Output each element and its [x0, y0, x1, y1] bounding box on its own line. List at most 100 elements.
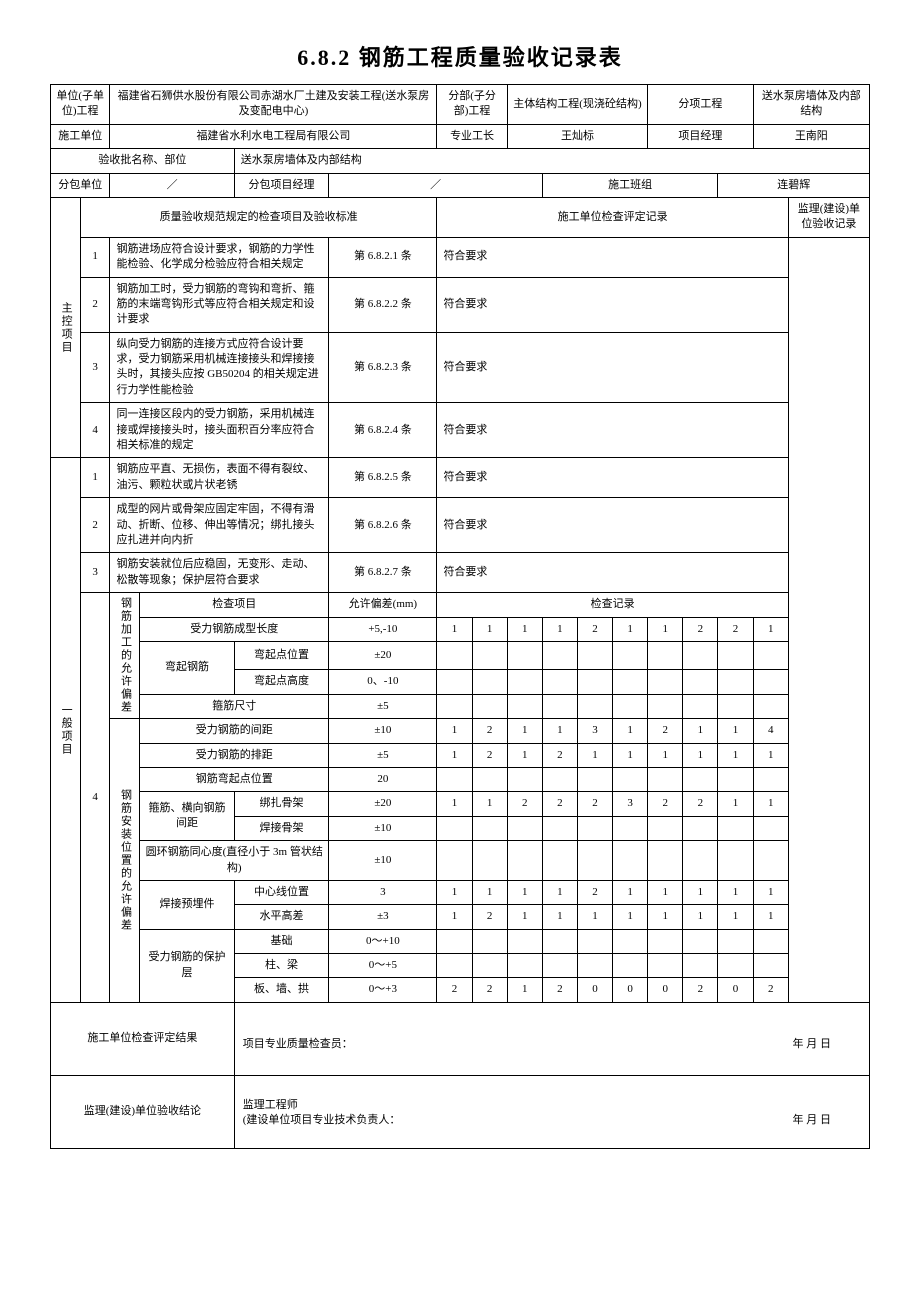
v: 1 — [542, 905, 577, 929]
tol: ±10 — [329, 816, 437, 840]
pm-value: 王南阳 — [753, 124, 869, 148]
name: 受力钢筋的间距 — [140, 719, 329, 743]
v: 1 — [648, 617, 683, 641]
subdiv-label: 分部(子分部)工程 — [437, 85, 507, 125]
name: 柱、梁 — [234, 954, 329, 978]
v: 2 — [472, 978, 507, 1002]
subcontractor-value: ／ — [110, 173, 234, 197]
sub: 箍筋、横向钢筋间距 — [140, 792, 235, 841]
desc: 纵向受力钢筋的连接方式应符合设计要求，受力钢筋采用机械连接接头和焊接接头时，其接… — [110, 332, 329, 403]
std-header: 质量验收规范规定的检查项目及验收标准 — [80, 197, 437, 237]
tol: ±10 — [329, 719, 437, 743]
name: 弯起点高度 — [234, 670, 329, 694]
v: 1 — [648, 880, 683, 904]
v: 1 — [753, 880, 788, 904]
v: 1 — [613, 719, 648, 743]
record-header: 施工单位检查评定记录 — [437, 197, 788, 237]
tol-row-3: 箍筋尺寸 ±5 — [51, 694, 870, 718]
clause: 第 6.8.2.6 条 — [329, 498, 437, 553]
v: 2 — [683, 792, 718, 816]
clause: 第 6.8.2.2 条 — [329, 277, 437, 332]
v: 1 — [507, 905, 542, 929]
name: 水平高差 — [234, 905, 329, 929]
tol-rec: 检查记录 — [437, 593, 788, 617]
hdr-row-3: 验收批名称、部位 送水泵房墙体及内部结构 — [51, 149, 870, 173]
sub: 受力钢筋的保护层 — [140, 929, 235, 1002]
v: 0 — [613, 978, 648, 1002]
foreman-value: 王灿标 — [507, 124, 648, 148]
clause: 第 6.8.2.1 条 — [329, 237, 437, 277]
v: 1 — [718, 792, 753, 816]
v: 2 — [507, 792, 542, 816]
name: 弯起点位置 — [234, 641, 329, 669]
name: 焊接骨架 — [234, 816, 329, 840]
v: 0 — [648, 978, 683, 1002]
v: 2 — [472, 905, 507, 929]
inspection-table: 单位(子单位)工程 福建省石狮供水股份有限公司赤湖水厂土建及安装工程(送水泵房及… — [50, 84, 870, 1149]
v: 1 — [437, 743, 472, 767]
tol: 0～+10 — [329, 929, 437, 953]
tol: ±3 — [329, 905, 437, 929]
tol: 0～+5 — [329, 954, 437, 978]
n: 1 — [80, 237, 110, 277]
result: 符合要求 — [437, 553, 788, 593]
v: 1 — [753, 743, 788, 767]
v: 1 — [472, 880, 507, 904]
v: 1 — [542, 719, 577, 743]
tol: 3 — [329, 880, 437, 904]
name: 绑扎骨架 — [234, 792, 329, 816]
page-title: 6.8.2 钢筋工程质量验收记录表 — [50, 40, 870, 72]
gen-row-2: 2 成型的网片或骨架应固定牢固，不得有滑动、折断、位移、伸出等情况；绑扎接头应扎… — [51, 498, 870, 553]
group-b: 钢筋安装位置的允许偏差 — [110, 719, 140, 1003]
v: 2 — [683, 978, 718, 1002]
result: 符合要求 — [437, 458, 788, 498]
unit-project-value: 福建省石狮供水股份有限公司赤湖水厂土建及安装工程(送水泵房及变配电中心) — [110, 85, 437, 125]
clause: 第 6.8.2.7 条 — [329, 553, 437, 593]
tol-row-1: 弯起钢筋 弯起点位置 ±20 — [51, 641, 870, 669]
v: 1 — [753, 617, 788, 641]
owner-label: (建设单位项目专业技术负责人： — [243, 1114, 401, 1126]
contractor-result-label: 施工单位检查评定结果 — [51, 1002, 235, 1075]
tol-row-7: 箍筋、横向钢筋间距 绑扎骨架 ±20 1122232211 — [51, 792, 870, 816]
subpm-value: ／ — [329, 173, 543, 197]
tol-row-6: 钢筋弯起点位置 20 — [51, 767, 870, 791]
main-row-3: 3 纵向受力钢筋的连接方式应符合设计要求，受力钢筋采用机械连接接头和焊接接头时，… — [51, 332, 870, 403]
tol: +5,-10 — [329, 617, 437, 641]
result: 符合要求 — [437, 332, 788, 403]
v: 1 — [437, 617, 472, 641]
group-a: 钢筋加工的允许偏差 — [110, 593, 140, 719]
v: 1 — [753, 905, 788, 929]
unit-project-label: 单位(子单位)工程 — [51, 85, 110, 125]
sig-supervisor: 监理(建设)单位验收结论 监理工程师 (建设单位项目专业技术负责人：年 月 日 — [51, 1075, 870, 1148]
desc: 钢筋加工时，受力钢筋的弯钩和弯折、箍筋的末端弯钩形式等应符合相关规定和设计要求 — [110, 277, 329, 332]
name: 基础 — [234, 929, 329, 953]
v: 1 — [648, 905, 683, 929]
body-header: 主控项目 质量验收规范规定的检查项目及验收标准 施工单位检查评定记录 监理(建设… — [51, 197, 870, 237]
desc: 钢筋应平直、无损伤，表面不得有裂纹、油污、颗粒状或片状老锈 — [110, 458, 329, 498]
tol-row-4: 钢筋安装位置的允许偏差 受力钢筋的间距 ±10 1211312114 — [51, 719, 870, 743]
v: 1 — [718, 743, 753, 767]
subitem-value: 送水泵房墙体及内部结构 — [753, 85, 869, 125]
desc: 钢筋安装就位后应稳固，无变形、走动、松散等现象；保护层符合要求 — [110, 553, 329, 593]
tol: ±5 — [329, 743, 437, 767]
sig-contractor: 施工单位检查评定结果 项目专业质量检查员：年 月 日 — [51, 1002, 870, 1075]
side-main: 主控项目 — [51, 197, 81, 457]
v: 1 — [683, 905, 718, 929]
sub: 焊接预埋件 — [140, 880, 235, 929]
tol-row-12: 受力钢筋的保护层 基础 0～+10 — [51, 929, 870, 953]
name: 钢筋弯起点位置 — [140, 767, 329, 791]
v: 1 — [683, 880, 718, 904]
batch-label: 验收批名称、部位 — [51, 149, 235, 173]
supervisor-sig-area: 监理工程师 (建设单位项目专业技术负责人：年 月 日 — [234, 1075, 869, 1148]
v: 2 — [648, 792, 683, 816]
subdiv-value: 主体结构工程(现浇砼结构) — [507, 85, 648, 125]
v: 1 — [613, 617, 648, 641]
tol: ±10 — [329, 841, 437, 881]
hdr-row-4: 分包单位 ／ 分包项目经理 ／ 施工班组 连碧辉 — [51, 173, 870, 197]
v: 2 — [542, 978, 577, 1002]
foreman-label: 专业工长 — [437, 124, 507, 148]
v: 1 — [648, 743, 683, 767]
main-row-1: 1 钢筋进场应符合设计要求，钢筋的力学性能检验、化学成分检验应符合相关规定 第 … — [51, 237, 870, 277]
n: 3 — [80, 553, 110, 593]
result: 符合要求 — [437, 277, 788, 332]
